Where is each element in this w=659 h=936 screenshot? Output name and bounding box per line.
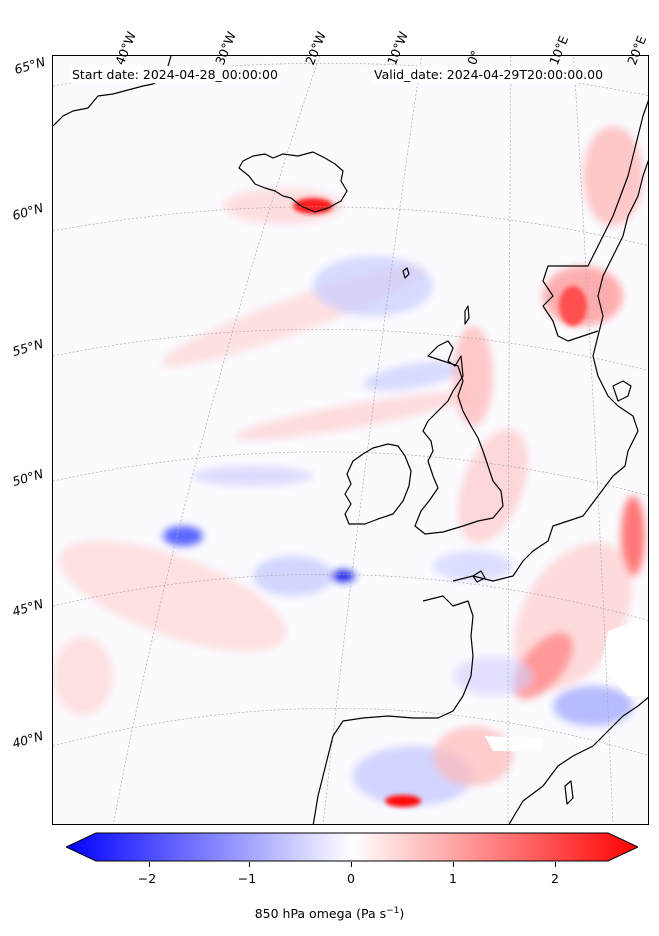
- colorbar-tickmark: [249, 862, 250, 867]
- colorbar-tick-label: −2: [137, 871, 157, 886]
- lat-label-45n: 45°N: [10, 595, 45, 620]
- map-canvas: [53, 56, 648, 824]
- colorbar-label-exponent: −1: [386, 906, 400, 916]
- colorbar-label-text: 850 hPa omega (Pa s: [254, 906, 387, 922]
- lat-label-50n: 50°N: [10, 465, 45, 490]
- lat-label-65n: 65°N: [12, 53, 47, 78]
- valid-date-label: Valid_date: 2024-04-29T20:00:00.00: [372, 66, 606, 83]
- colorbar-tickmark: [555, 862, 556, 867]
- colorbar-label: 850 hPa omega (Pa s−1): [0, 906, 659, 921]
- colorbar-tick-label: 2: [551, 871, 559, 886]
- coastlines: [53, 56, 648, 824]
- start-date-label: Start date: 2024-04-28_00:00:00: [70, 66, 280, 83]
- lat-label-60n: 60°N: [10, 199, 45, 224]
- ireland: [344, 443, 412, 525]
- colorbar: [66, 832, 638, 862]
- colorbar-tickmark: [453, 862, 454, 867]
- map-panel: [52, 55, 649, 825]
- lat-label-55n: 55°N: [10, 335, 45, 360]
- colorbar-tick-label: −1: [237, 871, 257, 886]
- colorbar-label-end: ): [399, 906, 405, 922]
- scandinavia: [542, 99, 648, 342]
- great-britain: [414, 340, 504, 535]
- iceland: [238, 151, 348, 213]
- colorbar-tick-label: 0: [347, 871, 355, 886]
- lat-label-40n: 40°N: [10, 727, 45, 752]
- continental-europe: [452, 159, 648, 582]
- colorbar-tick-label: 1: [449, 871, 457, 886]
- colorbar-tickmark: [351, 862, 352, 867]
- colorbar-tickmark: [149, 862, 150, 867]
